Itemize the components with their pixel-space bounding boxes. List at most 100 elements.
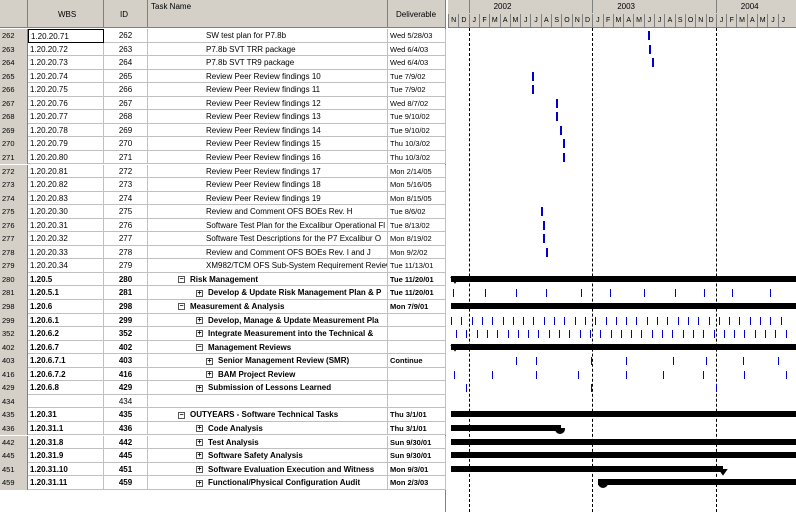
deliverable-cell[interactable] bbox=[388, 313, 446, 328]
wbs-cell[interactable]: 1.20.5 bbox=[28, 272, 104, 287]
expand-icon[interactable]: + bbox=[196, 384, 203, 392]
deliverable-cell[interactable]: Wed 5/28/03 bbox=[388, 29, 446, 43]
expand-icon[interactable]: + bbox=[196, 479, 203, 487]
column-header-task-name[interactable]: Task Name bbox=[148, 0, 388, 28]
id-cell[interactable]: 298 bbox=[104, 300, 148, 314]
collapse-icon[interactable]: − bbox=[196, 344, 203, 352]
id-cell[interactable]: 270 bbox=[104, 137, 148, 151]
id-cell[interactable]: 416 bbox=[104, 367, 148, 382]
wbs-cell[interactable]: 1.20.31.10 bbox=[28, 462, 104, 477]
task-name-cell[interactable]: P7.8b SVT TR9 package bbox=[148, 56, 388, 70]
wbs-cell[interactable]: 1.20.20.71 bbox=[28, 29, 104, 43]
id-cell[interactable]: 265 bbox=[104, 69, 148, 84]
deliverable-cell[interactable]: Sun 9/30/01 bbox=[388, 435, 446, 449]
task-name-cell[interactable] bbox=[148, 394, 388, 409]
table-row[interactable]: 442 1.20.31.8 442 + Test Analysis Sun 9/30/01 bbox=[0, 435, 446, 449]
row-number[interactable]: 276 bbox=[0, 218, 28, 233]
task-name-cell[interactable]: Review Peer Review findings 18 bbox=[148, 178, 388, 192]
table-row[interactable]: 298 1.20.6 298− Measurement & Analysis Mon 7… bbox=[0, 300, 446, 314]
deliverable-cell[interactable]: Thu 10/3/02 bbox=[388, 137, 446, 151]
deliverable-cell[interactable] bbox=[388, 367, 446, 382]
deliverable-cell[interactable]: Mon 5/16/05 bbox=[388, 178, 446, 192]
deliverable-cell[interactable] bbox=[388, 394, 446, 409]
id-cell[interactable]: 442 bbox=[104, 435, 148, 449]
id-cell[interactable]: 267 bbox=[104, 96, 148, 111]
task-name-cell[interactable]: + BAM Project Review bbox=[148, 367, 388, 382]
id-cell[interactable]: 277 bbox=[104, 232, 148, 246]
deliverable-cell[interactable]: Tue 8/13/02 bbox=[388, 218, 446, 233]
deliverable-cell[interactable]: Mon 8/15/05 bbox=[388, 191, 446, 206]
expand-icon[interactable]: + bbox=[196, 438, 203, 446]
table-row[interactable]: 264 1.20.20.73 264 P7.8b SVT TR9 package Wed… bbox=[0, 56, 446, 70]
wbs-cell[interactable]: 1.20.20.83 bbox=[28, 191, 104, 206]
wbs-cell[interactable]: 1.20.31.11 bbox=[28, 476, 104, 490]
table-row[interactable]: 429 1.20.6.8 429 + Submission of Lessons Lea… bbox=[0, 381, 446, 395]
task-name-cell[interactable]: Review Peer Review findings 16 bbox=[148, 150, 388, 165]
task-name-cell[interactable]: Review Peer Review findings 10 bbox=[148, 69, 388, 84]
row-number[interactable]: 263 bbox=[0, 42, 28, 57]
wbs-cell[interactable]: 1.20.20.72 bbox=[28, 42, 104, 57]
expand-icon[interactable]: + bbox=[196, 330, 203, 338]
wbs-cell[interactable]: 1.20.20.33 bbox=[28, 245, 104, 260]
table-row[interactable]: 403 1.20.6.7.1 403 + Senior Management Revie… bbox=[0, 354, 446, 368]
task-name-cell[interactable]: Review Peer Review findings 15 bbox=[148, 137, 388, 151]
wbs-cell[interactable] bbox=[28, 394, 104, 409]
task-name-cell[interactable]: − OUTYEARS - Software Technical Tasks bbox=[148, 408, 388, 422]
row-number[interactable]: 269 bbox=[0, 123, 28, 138]
deliverable-cell[interactable]: Thu 3/1/01 bbox=[388, 421, 446, 436]
task-name-cell[interactable]: + Develop, Manage & Update Measurement Pl… bbox=[148, 313, 388, 328]
table-row[interactable]: 299 1.20.6.1 299 + Develop, Manage & Update … bbox=[0, 313, 446, 328]
task-name-cell[interactable]: + Software Safety Analysis bbox=[148, 449, 388, 463]
id-cell[interactable]: 262 bbox=[104, 29, 148, 43]
wbs-cell[interactable]: 1.20.5.1 bbox=[28, 286, 104, 300]
collapse-icon[interactable]: − bbox=[178, 411, 185, 419]
id-cell[interactable]: 276 bbox=[104, 218, 148, 233]
column-header-id[interactable]: ID bbox=[104, 0, 148, 28]
id-cell[interactable]: 402 bbox=[104, 340, 148, 355]
task-name-cell[interactable]: + Senior Management Review (SMR) bbox=[148, 354, 388, 368]
row-number[interactable]: 442 bbox=[0, 435, 28, 449]
row-number[interactable]: 264 bbox=[0, 56, 28, 70]
table-row[interactable]: 277 1.20.20.32 277 Software Test Descriptio… bbox=[0, 232, 446, 246]
table-row[interactable]: 276 1.20.20.31 276 Software Test Plan for t… bbox=[0, 218, 446, 233]
table-row[interactable]: 279 1.20.20.34 279 XM982/TCM OFS Sub-System… bbox=[0, 259, 446, 273]
id-cell[interactable]: 459 bbox=[104, 476, 148, 490]
deliverable-cell[interactable]: Tue 11/13/01 bbox=[388, 259, 446, 273]
row-number[interactable]: 435 bbox=[0, 408, 28, 422]
deliverable-cell[interactable] bbox=[388, 340, 446, 355]
table-row[interactable]: 274 1.20.20.83 274 Review Peer Review findi… bbox=[0, 191, 446, 206]
wbs-cell[interactable]: 1.20.6.1 bbox=[28, 313, 104, 328]
table-row[interactable]: 281 1.20.5.1 281 + Develop & Update Risk Man… bbox=[0, 286, 446, 300]
wbs-cell[interactable]: 1.20.31.1 bbox=[28, 421, 104, 436]
id-cell[interactable]: 273 bbox=[104, 178, 148, 192]
task-name-cell[interactable]: Software Test Descriptions for the P7 Ex… bbox=[148, 232, 388, 246]
id-cell[interactable]: 269 bbox=[104, 123, 148, 138]
row-number[interactable]: 436 bbox=[0, 421, 28, 436]
deliverable-cell[interactable]: Mon 9/3/01 bbox=[388, 462, 446, 477]
table-row[interactable]: 273 1.20.20.82 273 Review Peer Review findi… bbox=[0, 178, 446, 192]
task-name-cell[interactable]: + Code Analysis bbox=[148, 421, 388, 436]
task-name-cell[interactable]: Review Peer Review findings 19 bbox=[148, 191, 388, 206]
task-name-cell[interactable]: + Submission of Lessons Learned bbox=[148, 381, 388, 395]
id-cell[interactable]: 275 bbox=[104, 205, 148, 219]
wbs-cell[interactable]: 1.20.20.73 bbox=[28, 56, 104, 70]
table-row[interactable]: 275 1.20.20.30 275 Review and Comment OFS B… bbox=[0, 205, 446, 219]
wbs-cell[interactable]: 1.20.20.80 bbox=[28, 150, 104, 165]
collapse-icon[interactable]: − bbox=[178, 303, 185, 311]
table-row[interactable]: 262 1.20.20.71 262 SW test plan for P7.8b We… bbox=[0, 29, 446, 43]
wbs-cell[interactable]: 1.20.20.82 bbox=[28, 178, 104, 192]
task-name-cell[interactable]: SW test plan for P7.8b bbox=[148, 29, 388, 43]
id-cell[interactable]: 403 bbox=[104, 354, 148, 368]
id-cell[interactable]: 271 bbox=[104, 150, 148, 165]
expand-icon[interactable]: + bbox=[206, 371, 213, 379]
wbs-cell[interactable]: 1.20.6.7.1 bbox=[28, 354, 104, 368]
row-number[interactable]: 352 bbox=[0, 327, 28, 341]
row-number[interactable]: 265 bbox=[0, 69, 28, 84]
wbs-cell[interactable]: 1.20.20.77 bbox=[28, 110, 104, 124]
wbs-cell[interactable]: 1.20.6.8 bbox=[28, 381, 104, 395]
table-row[interactable]: 459 1.20.31.11 459 + Functional/Physical Con… bbox=[0, 476, 446, 490]
task-name-cell[interactable]: Review Peer Review findings 14 bbox=[148, 123, 388, 138]
wbs-cell[interactable]: 1.20.6 bbox=[28, 300, 104, 314]
row-number[interactable]: 451 bbox=[0, 462, 28, 477]
deliverable-cell[interactable]: Tue 11/20/01 bbox=[388, 286, 446, 300]
